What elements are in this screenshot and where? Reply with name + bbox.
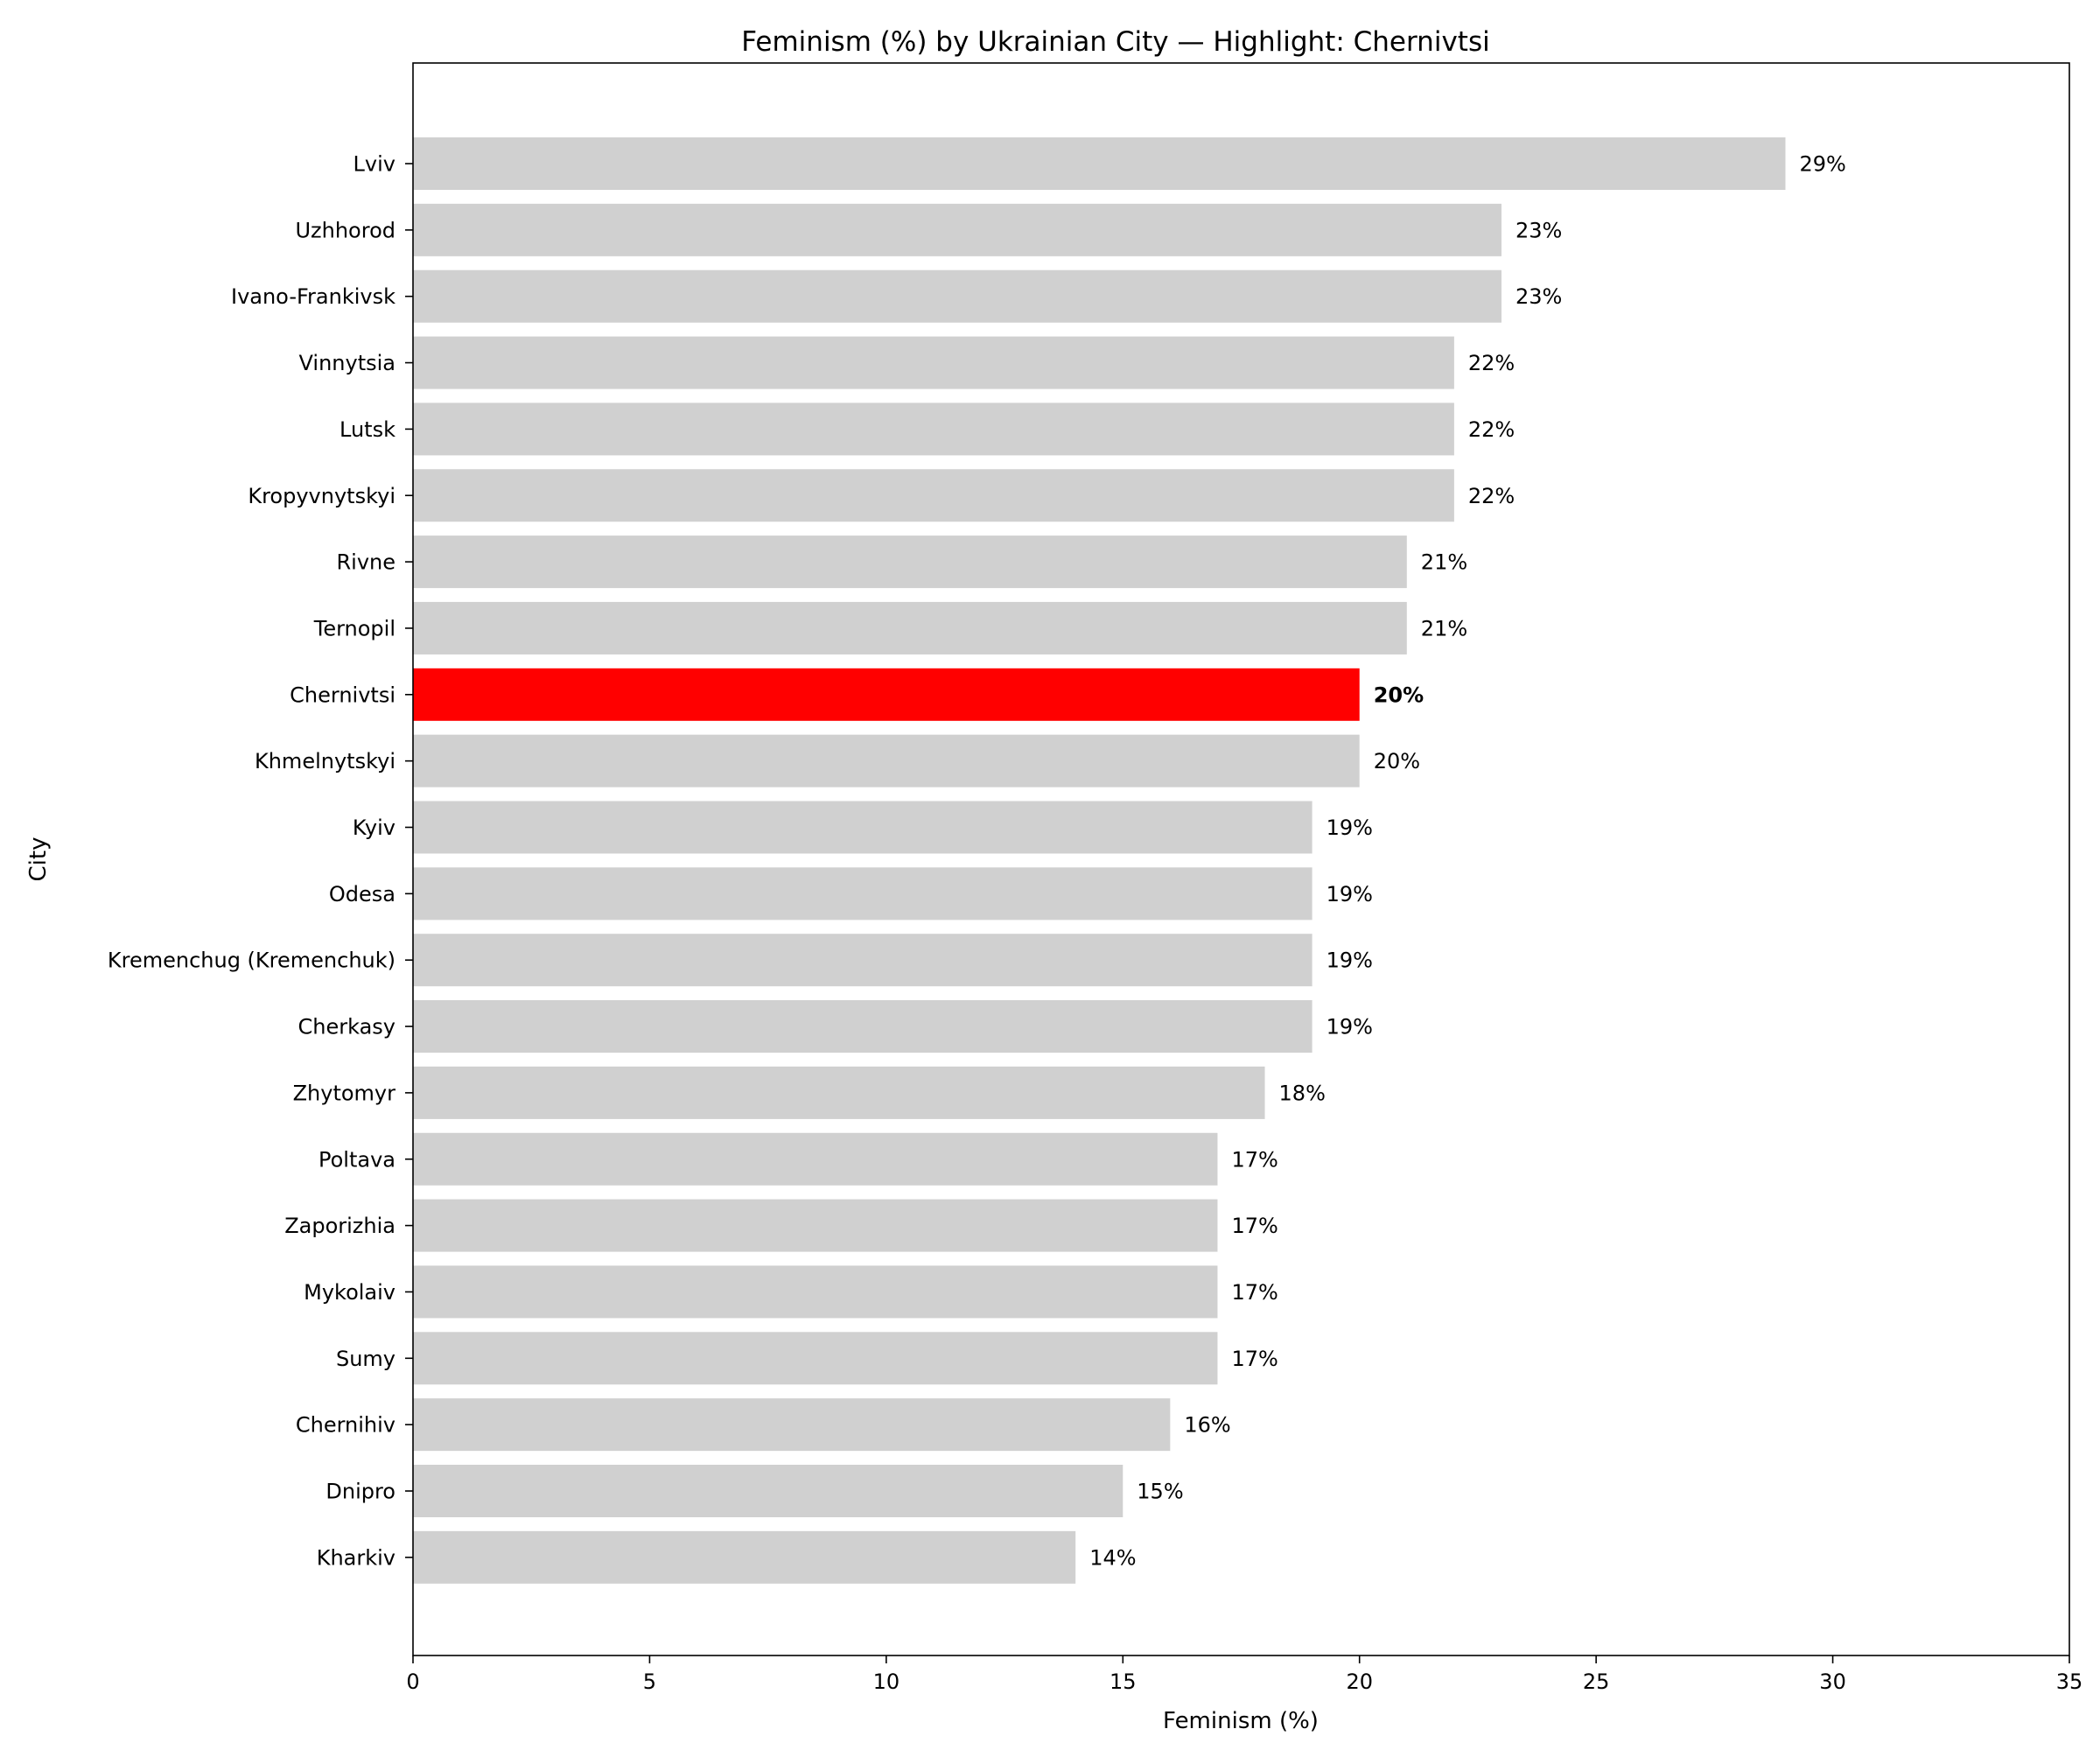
y-tick-label: Sumy [336, 1347, 396, 1371]
bar [413, 1199, 1218, 1252]
y-tick-label: Lviv [354, 152, 396, 177]
y-tick-label: Odesa [329, 882, 396, 906]
bar-value-label: 19% [1326, 948, 1373, 973]
bars-group [413, 137, 1786, 1584]
bar-value-label: 22% [1468, 484, 1515, 508]
bar [413, 1530, 1076, 1584]
x-tick-label: 30 [1819, 1670, 1846, 1694]
bar-value-label: 19% [1326, 882, 1373, 906]
bar-value-label: 23% [1516, 284, 1562, 309]
x-tick-label: 35 [2056, 1670, 2083, 1694]
bar [413, 1465, 1124, 1517]
bar [413, 469, 1454, 522]
bar-value-label: 19% [1326, 816, 1373, 840]
bar [413, 1132, 1218, 1186]
y-axis-title: City [25, 837, 52, 882]
x-tick-label: 10 [873, 1670, 900, 1694]
chart-title: Feminism (%) by Ukrainian City — Highlig… [741, 26, 1489, 58]
y-tick-label: Chernihiv [296, 1413, 396, 1438]
y-tick-label: Chernivtsi [290, 682, 396, 707]
x-tick-label: 0 [406, 1670, 419, 1694]
bar-value-label: 20% [1374, 682, 1424, 707]
bar-value-label: 17% [1231, 1214, 1278, 1238]
y-tick-label: Ternopil [313, 616, 396, 640]
y-tick-label: Rivne [336, 550, 396, 575]
x-axis: 0 5 10 15 20 25 30 35 [406, 1656, 2082, 1694]
bar-value-label: 29% [1799, 152, 1845, 177]
bar [413, 402, 1454, 456]
plot-frame [412, 62, 2070, 1656]
bar-value-label: 16% [1184, 1413, 1230, 1438]
bar-value-label: 20% [1374, 749, 1420, 774]
x-tick-label: 5 [643, 1670, 656, 1694]
y-tick-label: Ivano-Frankivsk [231, 284, 396, 309]
x-tick-label: 15 [1110, 1670, 1137, 1694]
bar-labels-group: 29% 23% 23% 22% 22% 22% 21% 21% 20% 20% 19% 19% 19% 1… [1089, 152, 1846, 1571]
y-tick-label: Dnipro [326, 1480, 396, 1504]
x-axis-title: Feminism (%) [1163, 1708, 1319, 1734]
bar-value-label: 17% [1231, 1347, 1278, 1371]
bar [413, 270, 1502, 323]
x-tick-label: 25 [1583, 1670, 1610, 1694]
bar [413, 1066, 1265, 1119]
bar [413, 601, 1407, 654]
y-tick-label: Poltava [318, 1147, 396, 1172]
bar-value-label: 22% [1468, 417, 1515, 442]
bar [413, 867, 1312, 920]
bar [413, 801, 1312, 854]
bar-value-label: 17% [1231, 1147, 1278, 1172]
y-tick-label: Zhytomyr [293, 1081, 396, 1105]
bar [413, 203, 1502, 256]
y-tick-label: Uzhhorod [295, 218, 396, 242]
bar [413, 668, 1360, 721]
y-tick-label: Vinnytsia [299, 351, 396, 375]
y-tick-label: Cherkasy [298, 1015, 396, 1040]
y-tick-label: Kyiv [353, 816, 396, 840]
bar [413, 734, 1360, 788]
bar [413, 536, 1407, 589]
y-tick-label: Zaporizhia [284, 1214, 396, 1238]
bar-value-label: 19% [1326, 1015, 1373, 1040]
bar [413, 1398, 1171, 1452]
bar [413, 1332, 1218, 1385]
bar [413, 1000, 1312, 1054]
bar [413, 137, 1786, 190]
bar-value-label: 21% [1421, 616, 1467, 640]
bar-value-label: 15% [1137, 1480, 1183, 1504]
bar-value-label: 18% [1279, 1081, 1326, 1105]
y-axis: Lviv Uzhhorod Ivano-Frankivsk Vinnytsia Luts… [108, 152, 413, 1570]
bar [413, 934, 1312, 987]
bar-value-label: 17% [1231, 1280, 1278, 1305]
bar-value-label: 22% [1468, 351, 1515, 375]
bar [413, 336, 1454, 389]
y-tick-label: Lutsk [340, 417, 396, 442]
bar-value-label: 23% [1516, 218, 1562, 242]
bar-value-label: 14% [1089, 1545, 1136, 1570]
y-tick-label: Kremenchug (Kremenchuk) [108, 948, 396, 973]
bar-value-label: 21% [1421, 550, 1467, 575]
x-tick-label: 20 [1346, 1670, 1373, 1694]
y-tick-label: Mykolaiv [304, 1280, 396, 1305]
y-tick-label: Kropyvnytskyi [248, 484, 396, 508]
bar [413, 1265, 1218, 1319]
y-tick-label: Kharkiv [317, 1545, 396, 1570]
y-tick-label: Khmelnytskyi [255, 749, 396, 774]
